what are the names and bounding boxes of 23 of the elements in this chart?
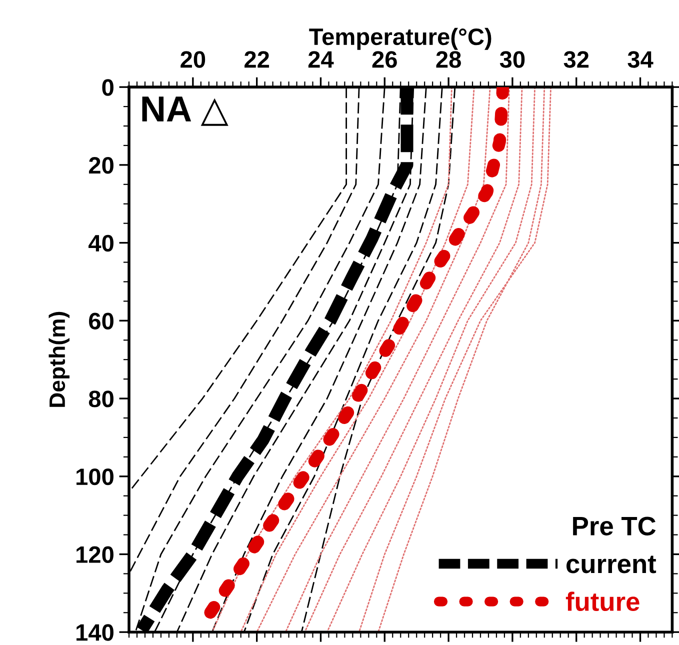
y-tick-label: 80 <box>88 390 114 408</box>
x-tick-label: 24 <box>308 51 334 68</box>
y-axis-title: Depth(m) <box>48 312 70 407</box>
x-tick-label: 34 <box>628 51 654 68</box>
x-tick-label: 28 <box>436 51 461 68</box>
y-tick-label: 0 <box>102 79 114 96</box>
legend-label: future <box>566 592 640 612</box>
y-tick-label: 120 <box>76 546 114 564</box>
x-tick-label: 20 <box>180 51 206 68</box>
annotation: NA △ <box>142 96 228 126</box>
line-series <box>326 87 536 632</box>
x-axis-title: Temperature(°C) <box>309 28 492 50</box>
y-tick-label: 100 <box>76 468 114 486</box>
y-tick-label: 140 <box>76 624 114 641</box>
x-tick-label: 32 <box>564 51 589 68</box>
x-tick-label: 26 <box>372 51 397 68</box>
y-tick-label: 40 <box>88 234 114 252</box>
x-tick-label: 22 <box>244 51 270 68</box>
x-tick-label: 30 <box>500 51 525 68</box>
y-tick-label: 20 <box>88 157 114 174</box>
legend-title: Pre TC <box>573 516 656 536</box>
y-tick-label: 60 <box>89 312 114 330</box>
legend-label: current <box>566 556 656 574</box>
